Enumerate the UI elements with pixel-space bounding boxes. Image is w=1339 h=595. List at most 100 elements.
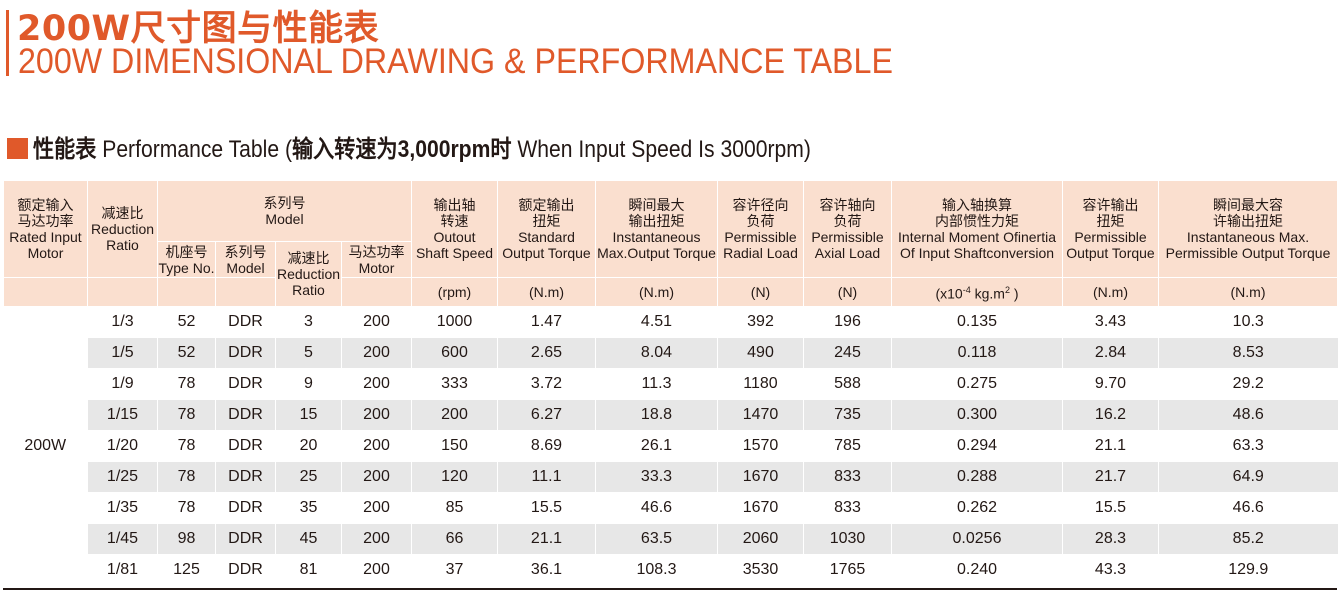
cell-inertia: 0.118 [891, 337, 1063, 369]
header-instantaneous-torque: 瞬间最大 输出扭矩 Instantaneous Max.Output Torqu… [595, 180, 718, 278]
cell-axial: 735 [803, 399, 892, 431]
cell-axial: 833 [803, 461, 892, 493]
section-heading: 性能表 Performance Table (输入转速为3,000rpm时 Wh… [7, 129, 917, 163]
cell-type: 78 [157, 399, 216, 431]
header-max-permissible-torque: 瞬间最大容 许输出扭矩 Instantaneous Max. Permissib… [1158, 180, 1338, 278]
cell-type: 52 [157, 306, 216, 338]
cell-ratio: 1/9 [87, 368, 158, 400]
header-rated-power: 额定输入 马达功率 Rated Input Motor [3, 180, 88, 278]
table-row: 1/35 78 DDR 35 200 85 15.5 46.6 1670 833 0.262 15.5… [3, 492, 1338, 524]
cell-inertia: 0.294 [891, 430, 1063, 462]
cell-inst: 108.3 [595, 554, 718, 586]
cell-axial: 245 [803, 337, 892, 369]
cell-model: DDR [215, 306, 276, 338]
header-reduction-ratio: 减速比 Reduction Ratio [87, 180, 158, 278]
cell-axial: 833 [803, 492, 892, 524]
header-model: 系列号 Model [215, 241, 276, 278]
cell-inst: 18.8 [595, 399, 718, 431]
header-type-no: 机座号 Type No. [157, 241, 216, 278]
cell-motor: 200 [341, 368, 412, 400]
cell-model: DDR [215, 554, 276, 586]
cell-torque: 11.1 [497, 461, 596, 493]
cell-perm: 21.7 [1062, 461, 1159, 493]
cell-radial: 1470 [717, 399, 804, 431]
cell-speed: 85 [411, 492, 498, 524]
cell-inertia: 0.288 [891, 461, 1063, 493]
cell-maxperm: 48.6 [1158, 399, 1338, 431]
cell-torque: 3.72 [497, 368, 596, 400]
cell-ratio: 1/20 [87, 430, 158, 462]
cell-type: 98 [157, 523, 216, 555]
cell-axial: 588 [803, 368, 892, 400]
cell-type: 78 [157, 492, 216, 524]
cell-model: DDR [215, 337, 276, 369]
cell-model: DDR [215, 523, 276, 555]
cell-type: 52 [157, 337, 216, 369]
cell-inertia: 0.275 [891, 368, 1063, 400]
cell-speed: 600 [411, 337, 498, 369]
section-en1: Performance Table ( [96, 136, 293, 163]
cell-speed: 66 [411, 523, 498, 555]
cell-inertia: 0.135 [891, 306, 1063, 338]
cell-perm: 28.3 [1062, 523, 1159, 555]
cell-maxperm: 10.3 [1158, 306, 1338, 338]
cell-maxperm: 29.2 [1158, 368, 1338, 400]
cell-maxperm: 63.3 [1158, 430, 1338, 462]
unit-axial: (N) [803, 277, 892, 307]
table-row: 1/15 78 DDR 15 200 200 6.27 18.8 1470 735 0.300 16.… [3, 399, 1338, 431]
section-cn1: 性能表 [33, 136, 97, 163]
cell-inertia: 0.240 [891, 554, 1063, 586]
cell-motor: 200 [341, 461, 412, 493]
cell-torque: 15.5 [497, 492, 596, 524]
cell-model: DDR [215, 399, 276, 431]
cell-ratio: 1/15 [87, 399, 158, 431]
header-rated-blank [3, 277, 88, 307]
header-standard-torque: 额定输出 扭矩 Standard Output Torque [497, 180, 596, 278]
cell-axial: 1765 [803, 554, 892, 586]
cell-ratio: 1/45 [87, 523, 158, 555]
cell-perm: 16.2 [1062, 399, 1159, 431]
header-model-group: 系列号 Model [157, 180, 412, 242]
cell-speed: 150 [411, 430, 498, 462]
cell-maxperm: 129.9 [1158, 554, 1338, 586]
cell-radial: 1670 [717, 492, 804, 524]
cell-speed: 200 [411, 399, 498, 431]
cell-torque: 36.1 [497, 554, 596, 586]
unit-radial: (N) [717, 277, 804, 307]
header-motor: 马达功率 Motor [341, 241, 412, 278]
cell-motor: 200 [341, 306, 412, 338]
cell-axial: 196 [803, 306, 892, 338]
cell-motor: 200 [341, 337, 412, 369]
cell-radial: 3530 [717, 554, 804, 586]
header-permissible-torque: 容许输出 扭矩 Permissible Output Torque [1062, 180, 1159, 278]
cell-inertia: 0.262 [891, 492, 1063, 524]
unit-maxperm: (N.m) [1158, 277, 1338, 307]
cell-maxperm: 64.9 [1158, 461, 1338, 493]
cell-red: 81 [275, 554, 342, 586]
cell-radial: 1670 [717, 461, 804, 493]
cell-perm: 9.70 [1062, 368, 1159, 400]
header-type-blank [157, 277, 216, 307]
header-model-blank [215, 277, 276, 307]
cell-torque: 6.27 [497, 399, 596, 431]
cell-radial: 392 [717, 306, 804, 338]
cell-axial: 785 [803, 430, 892, 462]
cell-red: 3 [275, 306, 342, 338]
cell-model: DDR [215, 368, 276, 400]
cell-inst: 33.3 [595, 461, 718, 493]
cell-maxperm: 46.6 [1158, 492, 1338, 524]
cell-inst: 26.1 [595, 430, 718, 462]
cell-motor: 200 [341, 523, 412, 555]
cell-perm: 2.84 [1062, 337, 1159, 369]
cell-torque: 21.1 [497, 523, 596, 555]
table-row: 1/25 78 DDR 25 200 120 11.1 33.3 1670 833 0.288 21.… [3, 461, 1338, 493]
title-accent-bar [6, 10, 9, 76]
table-row: 200W 1/3 52 DDR 3 200 1000 1.47 4.51 392 196 0.135 3… [3, 306, 1338, 586]
table-row: 1/45 98 DDR 45 200 66 21.1 63.5 2060 1030 0.0256 28… [3, 523, 1338, 555]
title-english: 200W DIMENSIONAL DRAWING & PERFORMANCE T… [18, 42, 893, 81]
cell-radial: 1180 [717, 368, 804, 400]
cell-speed: 120 [411, 461, 498, 493]
cell-speed: 37 [411, 554, 498, 586]
performance-table: 额定输入 马达功率 Rated Input Motor 减速比 Reductio… [3, 180, 1338, 586]
header-inertia: 输入轴换算 内部惯性力矩 Internal Moment Ofinertia O… [891, 180, 1063, 278]
